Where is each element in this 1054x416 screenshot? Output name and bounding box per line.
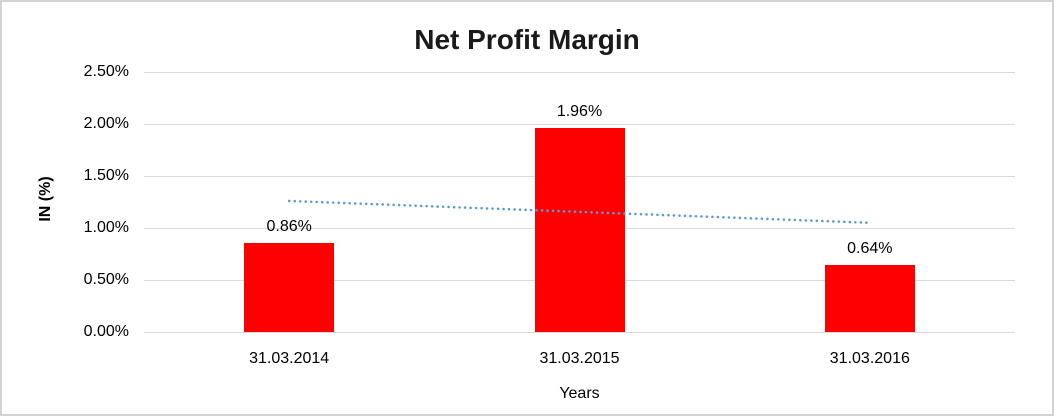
x-tick-label: 31.03.2016 [829,350,910,367]
gridline [144,123,1015,125]
x-tick-label: 31.03.2014 [249,350,330,367]
y-tick-label: 0.00% [83,323,129,340]
bar-value-label: 0.64% [847,240,893,258]
y-tick-label: 2.50% [83,63,129,80]
bar-value-label: 1.96% [556,103,603,121]
gridline [144,71,1015,73]
x-axis-title: Years [559,385,600,402]
y-tick-label: 1.50% [83,167,129,184]
bar [824,265,915,332]
y-tick-label: 0.50% [83,271,129,288]
gridline [144,331,1015,333]
bar-value-label: 0.86% [266,217,312,235]
x-tick-label: 31.03.2015 [539,350,620,367]
bar [534,128,625,332]
trendline [287,199,872,225]
y-tick-label: 1.00% [83,219,129,236]
chart-title: Net Profit Margin [414,24,640,55]
y-tick-label: 2.00% [83,115,129,132]
bar [244,242,335,332]
